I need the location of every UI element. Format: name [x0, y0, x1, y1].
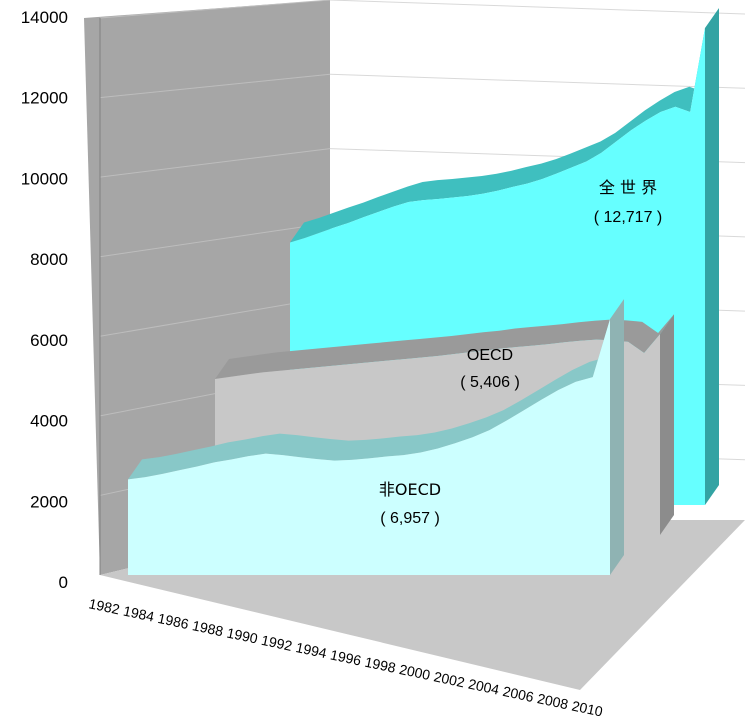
- series-top-surface: [290, 8, 719, 243]
- gridline-left: [99, 148, 331, 178]
- y-tick-label: 4000: [30, 412, 68, 431]
- x-tick-label: 1996: [329, 646, 363, 668]
- gridline-left: [99, 73, 331, 99]
- series-label-nonoecd: 非OECD: [379, 480, 441, 499]
- series-labels: 非OECD ( 6,957 ) OECD ( 5,406 ) 全 世 界 ( 12,717…: [379, 178, 662, 527]
- series-nonoecd: [128, 299, 624, 575]
- y-tick-label: 2000: [30, 492, 68, 511]
- series-front-face: [128, 319, 610, 575]
- x-tick-label: 2004: [467, 676, 501, 698]
- x-tick-label: 1984: [122, 603, 156, 625]
- x-tick-label: 2010: [570, 697, 604, 719]
- series-side-face: [660, 314, 674, 535]
- x-tick-label: 2008: [536, 690, 570, 712]
- x-tick-label: 1998: [363, 654, 397, 676]
- series-group: [128, 8, 719, 575]
- gridline-left: [99, 0, 331, 19]
- x-tick-label: 2002: [432, 668, 466, 690]
- y-tick-label: 14000: [21, 8, 68, 27]
- y-tick-label: 8000: [30, 250, 68, 269]
- gridline-left: [99, 222, 331, 258]
- gridline-right: [329, 73, 746, 89]
- x-tick-label: 1986: [156, 610, 190, 632]
- y-tick-label: 6000: [30, 331, 68, 350]
- y-tick-label: 0: [59, 573, 68, 592]
- x-tick-label: 1988: [191, 617, 225, 639]
- series-top-surface: [128, 299, 624, 480]
- x-tick-label: 2000: [398, 661, 432, 683]
- series-side-face: [610, 299, 624, 575]
- x-tick-label: 1994: [294, 639, 328, 661]
- series-label-world: 全 世 界: [599, 178, 657, 197]
- series-label-oecd: OECD: [467, 347, 513, 364]
- x-tick-label: 1992: [260, 632, 294, 654]
- x-tick-label: 1982: [87, 595, 121, 617]
- series-top-surface: [215, 314, 674, 379]
- series-value-label-world: ( 12,717 ): [594, 209, 662, 226]
- y-tick-label: 10000: [21, 169, 68, 188]
- y-tick-label: 12000: [21, 89, 68, 108]
- y-axis: 0 2000 4000 6000 8000 10000 12000 14000: [21, 8, 101, 592]
- series-value-label-oecd: ( 5,406 ): [460, 374, 520, 391]
- x-axis: 1982 1984 1986 1988 1990 1992 1994 1996 1998 2000…: [87, 595, 604, 719]
- series-side-face: [705, 8, 719, 506]
- x-tick-label: 2006: [501, 683, 535, 705]
- x-tick-label: 1990: [225, 624, 259, 646]
- series-value-label-nonoecd: ( 6,957 ): [380, 510, 440, 527]
- gridline-right: [329, 0, 746, 15]
